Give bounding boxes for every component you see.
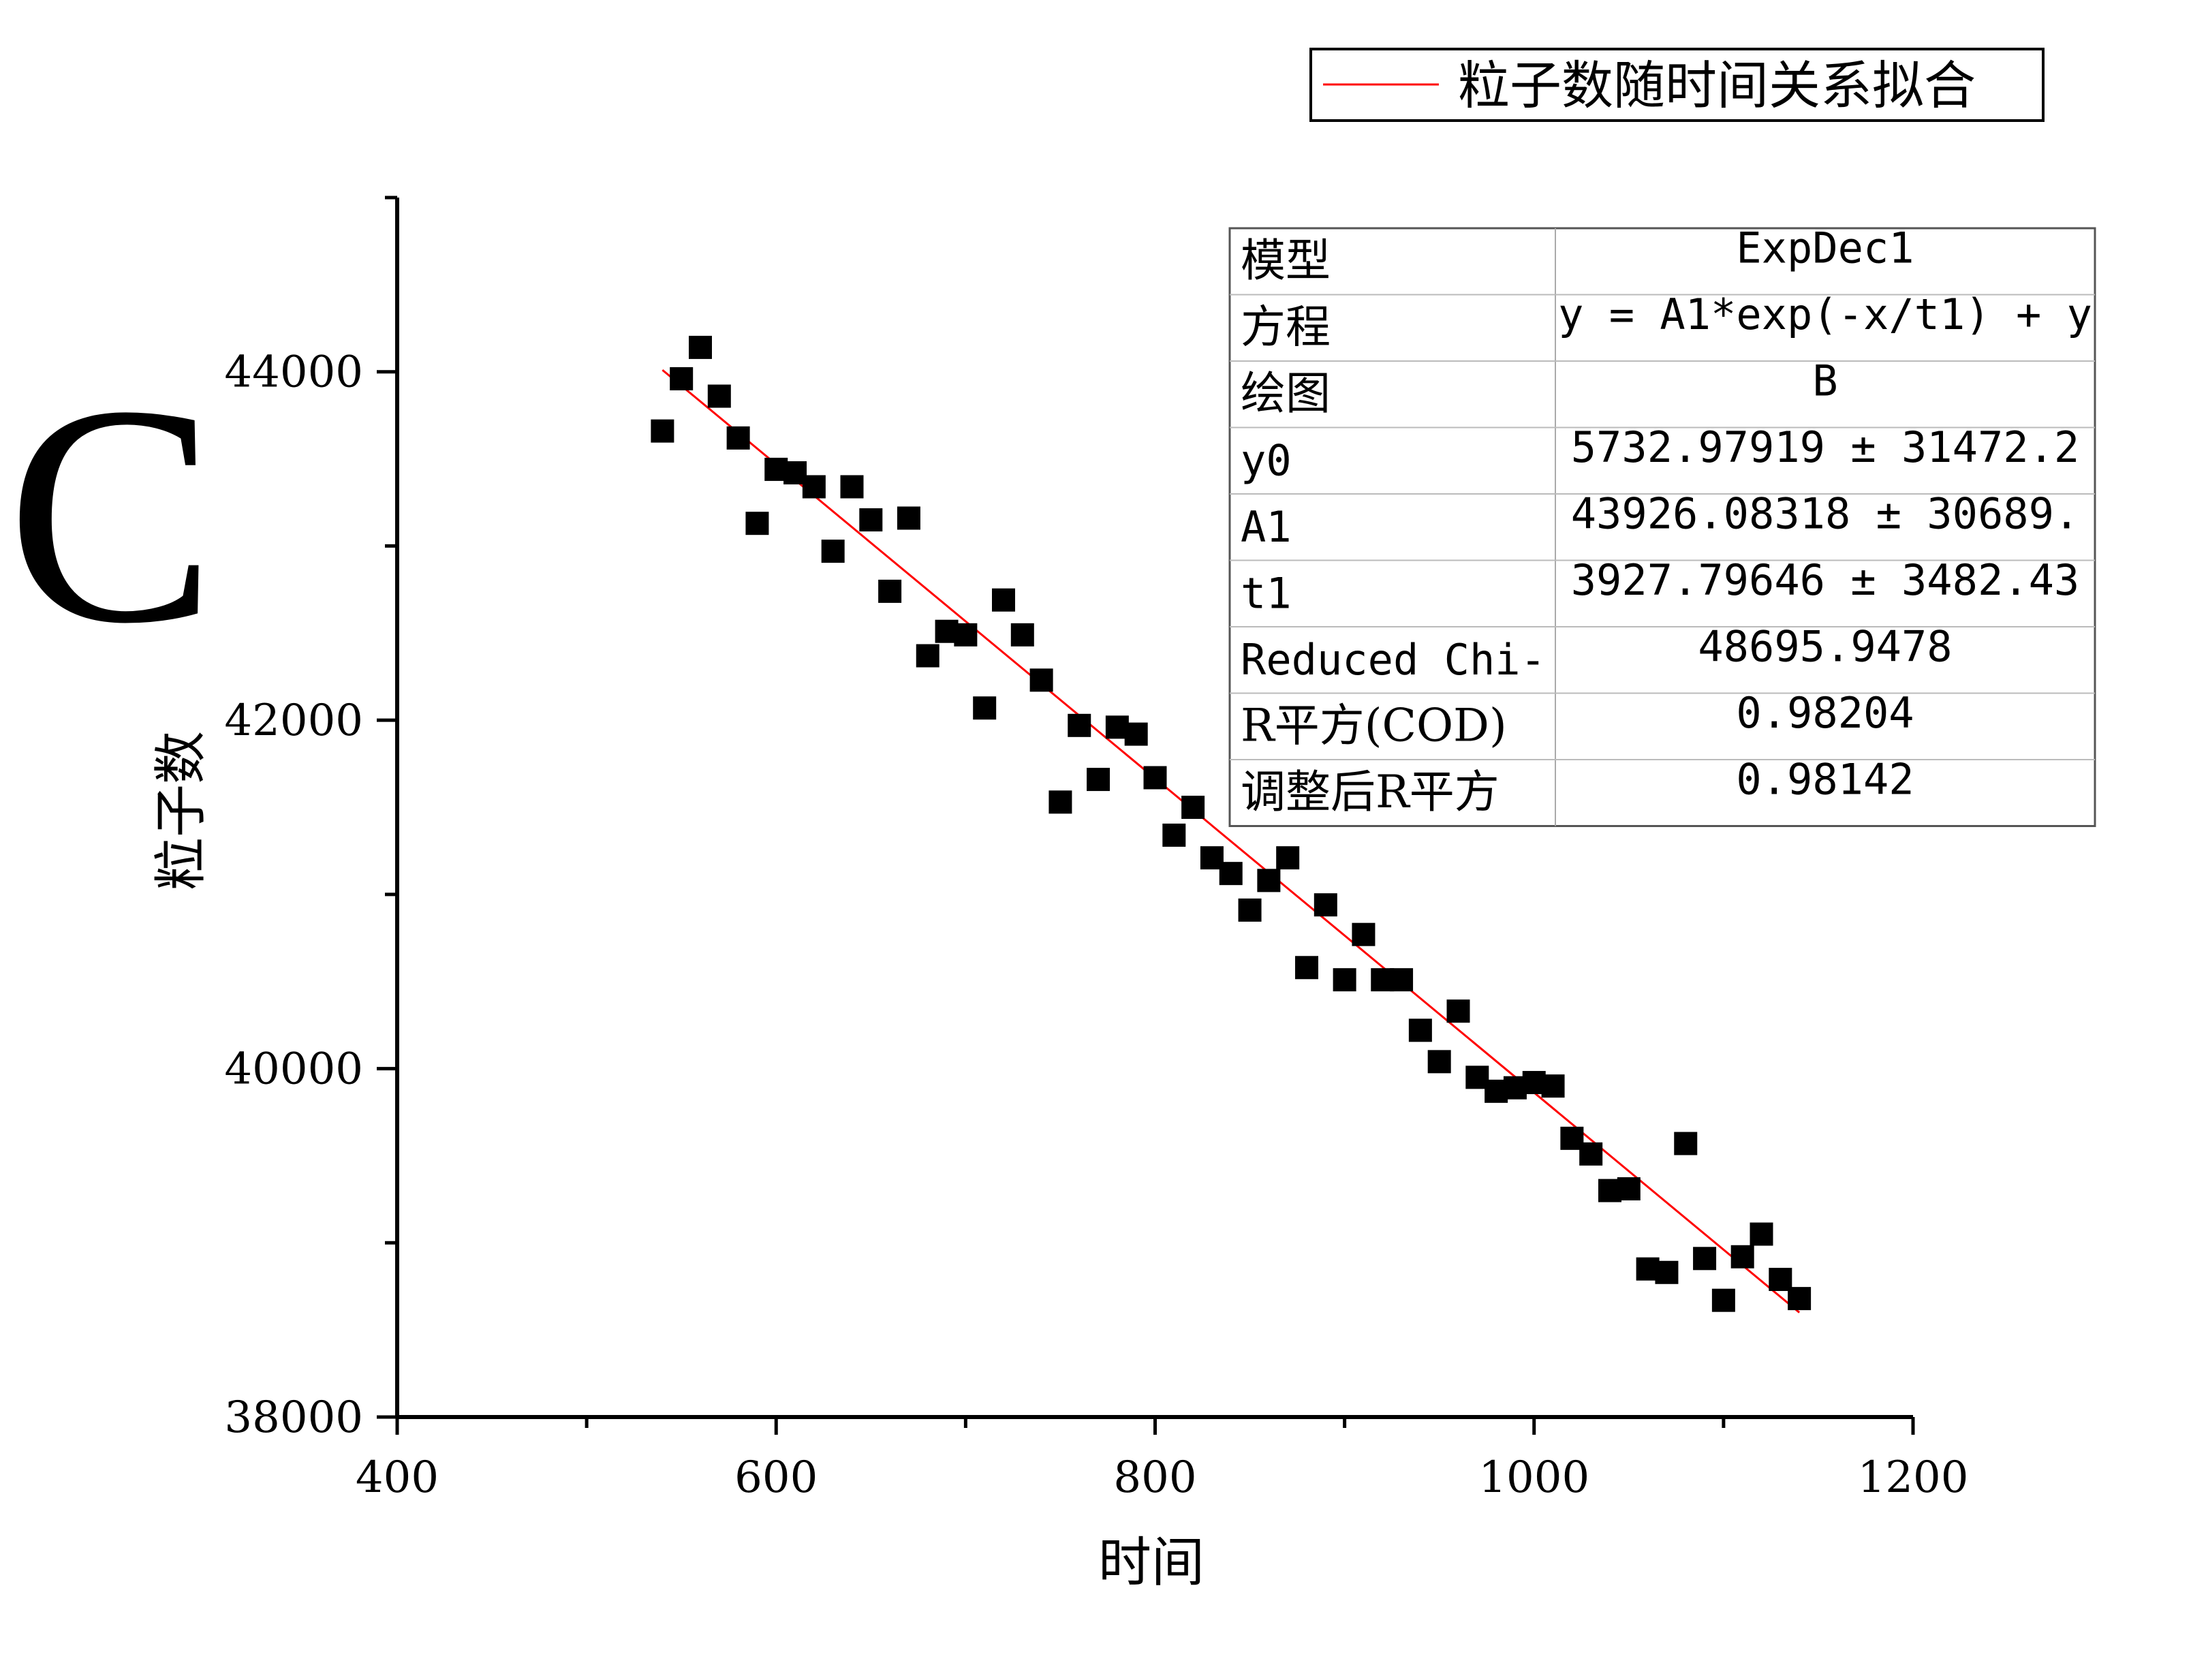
table-row-name: A1 — [1241, 502, 1292, 552]
table-row-name: 模型 — [1241, 234, 1331, 287]
data-point — [689, 335, 712, 359]
x-tick-label: 1200 — [1858, 1452, 1969, 1503]
data-point — [1238, 898, 1262, 922]
table-row-name: y0 — [1241, 436, 1292, 486]
data-points — [651, 335, 1812, 1312]
y-axis-title: 粒子数 — [151, 731, 212, 890]
data-point — [821, 540, 845, 563]
fit-curve-layer — [662, 369, 1801, 1313]
data-point — [840, 475, 864, 499]
data-point — [1295, 956, 1318, 980]
data-point — [1276, 846, 1300, 870]
y-tick-label: 38000 — [224, 1393, 363, 1443]
data-point — [973, 696, 997, 720]
data-point — [802, 475, 826, 499]
fit-line — [662, 369, 1801, 1313]
data-point — [1181, 796, 1205, 819]
data-point — [651, 419, 674, 443]
legend-label: 粒子数随时间关系拟合 — [1458, 55, 1976, 116]
data-point — [897, 506, 920, 530]
data-point — [1390, 968, 1414, 992]
data-point — [992, 588, 1015, 612]
table-row-name: 调整后R平方 — [1241, 766, 1499, 818]
data-point — [1579, 1142, 1603, 1166]
data-point — [1010, 623, 1034, 647]
data-point — [1788, 1287, 1812, 1311]
y-tick-label: 44000 — [224, 347, 363, 398]
fit-results-table: 模型 ExpDec1 方程 y = A1*exp(-x/t1) + y 绘图 By0 573… — [1228, 223, 2096, 827]
data-point — [1446, 999, 1470, 1023]
data-point — [954, 623, 978, 647]
data-point — [1750, 1222, 1773, 1246]
data-point — [1257, 869, 1281, 892]
data-point — [1352, 922, 1376, 946]
legend: 粒子数随时间关系拟合 — [1309, 48, 2045, 122]
table-row-value: ExpDec1 — [1736, 223, 1914, 273]
table-row-name: Reduced Chi- — [1241, 635, 1546, 685]
data-point — [1124, 722, 1148, 746]
data-point — [1674, 1132, 1698, 1155]
table-row-name: t1 — [1241, 569, 1292, 619]
table-row-value: 43926.08318 ± 30689. — [1571, 489, 2080, 539]
data-point — [1162, 823, 1186, 847]
data-point — [1427, 1050, 1451, 1074]
y-tick-label: 40000 — [224, 1044, 363, 1095]
data-point — [916, 644, 939, 668]
data-point — [707, 384, 731, 408]
x-tick-label: 400 — [356, 1452, 439, 1503]
data-point — [1655, 1260, 1679, 1284]
data-point — [726, 426, 750, 450]
panel-label: C — [7, 341, 216, 688]
data-point — [1143, 766, 1167, 790]
table-frame — [1228, 227, 2096, 827]
table-row-value: 0.98204 — [1736, 688, 1914, 738]
x-tick-label: 600 — [734, 1452, 818, 1503]
x-tick-label: 800 — [1113, 1452, 1196, 1503]
data-point — [1048, 790, 1072, 814]
data-point — [745, 512, 769, 535]
data-point — [1333, 968, 1356, 992]
data-point — [1408, 1018, 1432, 1042]
table-row-value: 48695.9478 — [1698, 622, 1952, 672]
data-point — [1068, 713, 1091, 737]
table-row-name: 方程 — [1241, 301, 1331, 354]
data-point — [1219, 862, 1243, 886]
data-point — [1730, 1245, 1754, 1269]
x-axis-title: 时间 — [1098, 1532, 1205, 1593]
data-point — [1541, 1074, 1565, 1098]
table-row-value: 5732.97919 ± 31472.2 — [1571, 422, 2080, 472]
table-row-value: 0.98142 — [1736, 755, 1914, 805]
data-point — [1087, 768, 1110, 792]
data-point — [1617, 1177, 1641, 1201]
y-tick-label: 42000 — [224, 696, 363, 746]
table-row-value: B — [1812, 356, 1837, 406]
x-tick-label: 1000 — [1478, 1452, 1589, 1503]
data-point — [859, 508, 883, 532]
data-point — [1029, 668, 1053, 692]
table-row-name: 绘图 — [1241, 367, 1331, 420]
data-point — [878, 579, 902, 603]
data-point — [670, 367, 694, 390]
data-point — [1314, 893, 1337, 917]
table-row-name: R平方(COD) — [1241, 700, 1507, 752]
axes: 400 600 800 1000 1200 38000 40000 42000 44000 — [224, 196, 1969, 1503]
data-point — [1711, 1288, 1735, 1312]
table-row-value: y = A1*exp(-x/t1) + y — [1558, 290, 2092, 339]
table-row-value: 3927.79646 ± 3482.43 — [1571, 555, 2080, 605]
data-point — [1693, 1247, 1717, 1271]
